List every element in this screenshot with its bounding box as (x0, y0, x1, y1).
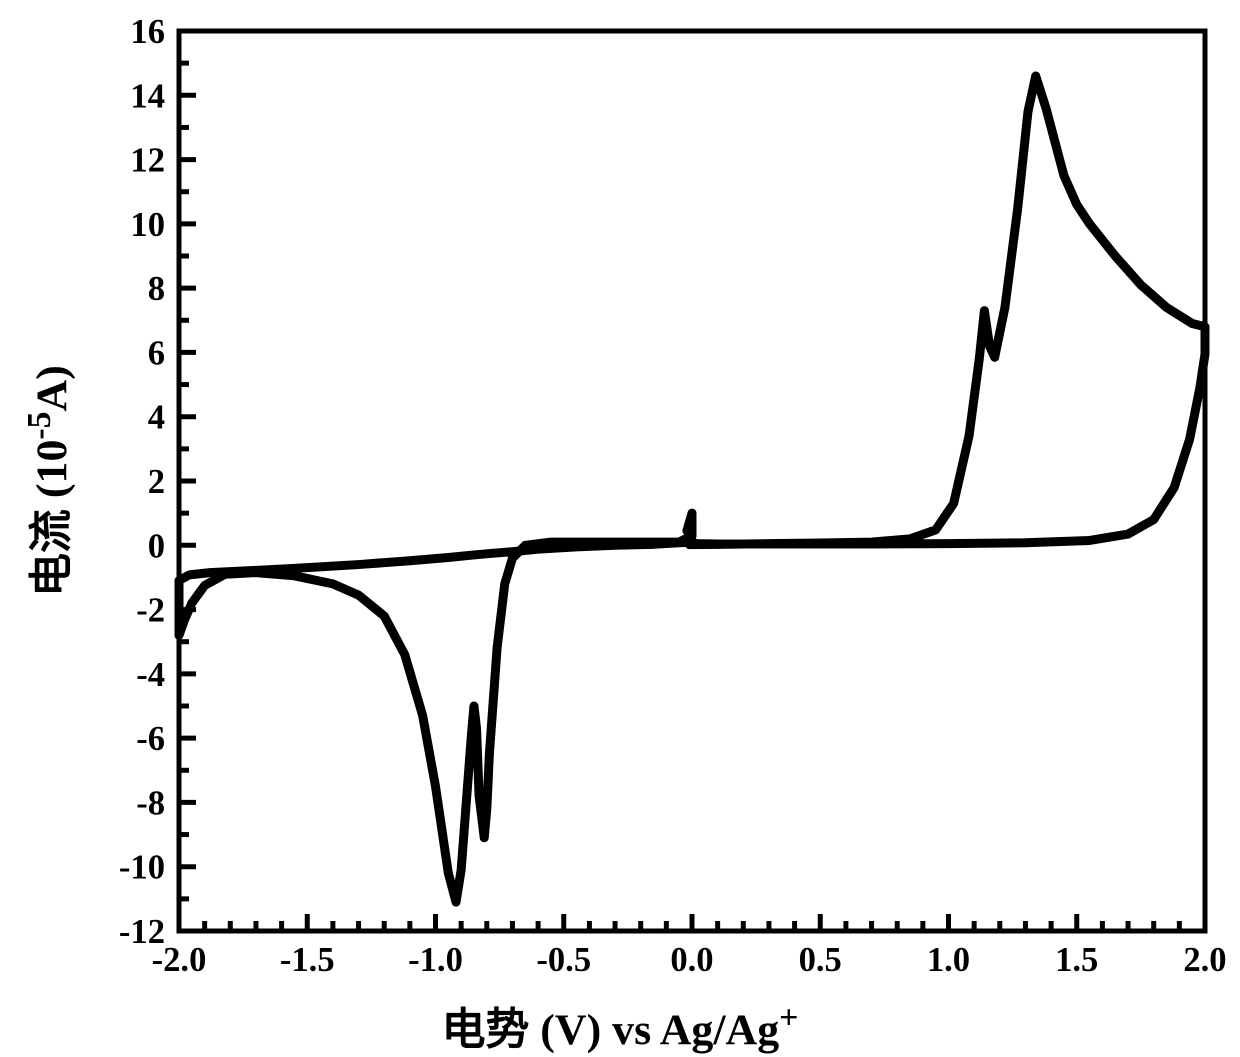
x-tick-label: 2.0 (1183, 941, 1226, 979)
y-tick-label: 0 (148, 527, 165, 565)
y-tick-label: 12 (130, 142, 165, 180)
chart-container: -2.0-1.5-1.0-0.50.00.51.01.52.0-12-10-8-… (0, 0, 1240, 1054)
x-tick-label: 0.5 (799, 941, 842, 979)
y-tick-label: -4 (136, 656, 165, 694)
y-tick-label: 14 (130, 77, 165, 115)
y-label-super: -5 (21, 411, 58, 439)
x-tick-label: -0.5 (536, 941, 591, 979)
y-label-unit-open: (10 (28, 440, 76, 509)
y-axis-label: 电流 (10-5A) (15, 365, 79, 597)
y-tick-label: 2 (148, 463, 165, 501)
y-tick-label: 6 (148, 334, 165, 372)
y-tick-label: -12 (119, 913, 165, 951)
x-label-unit: (V) vs Ag/Ag (540, 1006, 779, 1054)
x-label-prefix: 电势 (442, 1006, 530, 1054)
y-tick-label: 8 (148, 270, 165, 308)
y-label-prefix: 电流 (28, 509, 76, 597)
x-tick-label: -1.5 (280, 941, 335, 979)
x-tick-label: 1.5 (1055, 941, 1098, 979)
x-tick-label: 1.0 (927, 941, 970, 979)
y-label-unit-close: A) (28, 365, 76, 411)
y-tick-label: 10 (130, 206, 165, 244)
cv-chart: -2.0-1.5-1.0-0.50.00.51.01.52.0-12-10-8-… (0, 0, 1240, 1054)
y-tick-label: 16 (130, 13, 165, 51)
x-label-super: + (779, 999, 798, 1036)
y-tick-label: -10 (119, 849, 165, 887)
x-tick-label: -1.0 (408, 941, 463, 979)
y-tick-label: 4 (148, 399, 165, 437)
y-axis-label-wrap: 电流 (10-5A) (22, 31, 72, 931)
y-tick-label: -8 (136, 784, 165, 822)
y-tick-label: -2 (136, 592, 165, 630)
plot-area (179, 31, 1205, 931)
x-tick-label: 0.0 (670, 941, 713, 979)
x-axis-label: 电势 (V) vs Ag/Ag+ (0, 993, 1240, 1057)
y-tick-label: -6 (136, 720, 165, 758)
